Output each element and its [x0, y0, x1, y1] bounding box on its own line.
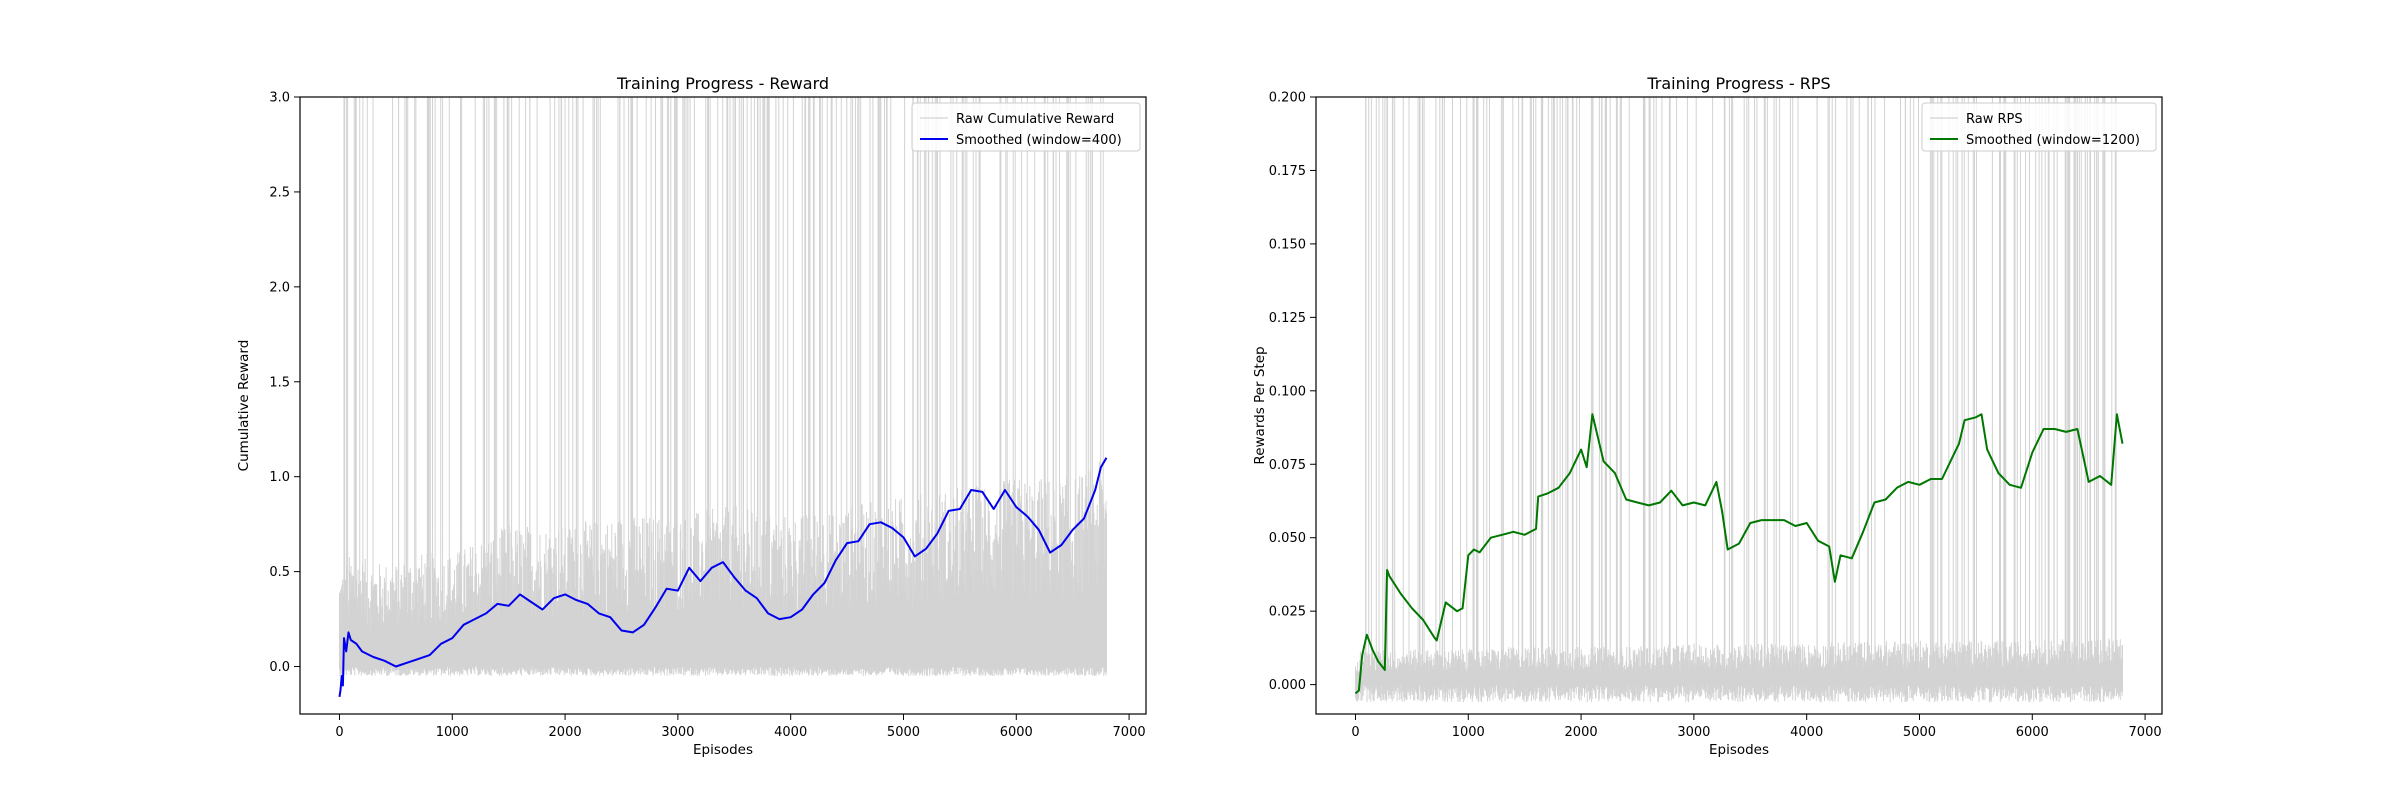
- rps-legend-box: [1921, 102, 2157, 152]
- reward-legend: Raw Cumulative Reward Smoothed (window=4…: [911, 102, 1141, 152]
- rps-x-tick-label: 3000: [1677, 725, 1710, 740]
- rps-y-tick-label: 0.100: [1269, 384, 1306, 399]
- reward-y-tick-label: 0.0: [269, 660, 290, 675]
- reward-x-tick-label: 6000: [1000, 725, 1033, 740]
- rps-y-tick-label: 0.050: [1269, 531, 1306, 546]
- rps-y-tick-label: 0.000: [1269, 678, 1306, 693]
- rps-y-tick-label: 0.200: [1269, 91, 1306, 106]
- rps-plot-frame: [1315, 96, 2163, 715]
- rps-x-tick-label: 0: [1351, 725, 1359, 740]
- reward-x-tick-label: 4000: [774, 725, 807, 740]
- reward-x-tick-label: 1000: [436, 725, 469, 740]
- legend-smoothed-reward-label: Smoothed (window=400): [956, 133, 1122, 148]
- rps-chart-title: Training Progress - RPS: [1646, 74, 1830, 93]
- rps-x-tick-label: 5000: [1903, 725, 1936, 740]
- reward-chart-title: Training Progress - Reward: [616, 74, 829, 93]
- rps-y-tick-label: 0.125: [1269, 311, 1306, 326]
- reward-y-tick-label: 2.0: [269, 280, 290, 295]
- reward-x-ticks: 0 1000 2000 3000 4000 5000 6000 7000: [335, 714, 1146, 740]
- reward-x-tick-label: 3000: [661, 725, 694, 740]
- reward-x-tick-label: 7000: [1113, 725, 1146, 740]
- rps-x-axis-label: Episodes: [1709, 742, 1769, 758]
- reward-x-tick-label: 5000: [887, 725, 920, 740]
- legend-smoothed-rps-label: Smoothed (window=1200): [1966, 133, 2140, 148]
- raw-rps-series: [1355, 97, 2123, 703]
- rps-legend: Raw RPS Smoothed (window=1200): [1921, 102, 2157, 152]
- rps-x-tick-label: 2000: [1565, 725, 1598, 740]
- rps-y-tick-label: 0.175: [1269, 164, 1306, 179]
- rps-y-tick-label: 0.075: [1269, 458, 1306, 473]
- reward-y-ticks: 0.0 0.5 1.0 1.5 2.0 2.5 3.0: [269, 91, 300, 675]
- rps-x-tick-label: 7000: [2129, 725, 2162, 740]
- raw-rps-line: [1355, 97, 2123, 703]
- reward-x-tick-label: 0: [335, 725, 343, 740]
- rps-y-axis-label: Rewards Per Step: [1252, 346, 1268, 464]
- reward-y-tick-label: 3.0: [269, 91, 290, 106]
- rps-y-ticks: 0.000 0.025 0.050 0.075 0.100 0.125 0.150 0.175…: [1269, 91, 1316, 693]
- raw-reward-line: [339, 97, 1107, 676]
- legend-raw-reward-label: Raw Cumulative Reward: [956, 112, 1114, 127]
- reward-y-tick-label: 1.0: [269, 470, 290, 485]
- smoothed-rps-line: [1354, 413, 2124, 695]
- rps-x-tick-label: 1000: [1452, 725, 1485, 740]
- reward-x-axis-label: Episodes: [693, 742, 753, 758]
- smoothed-rps-series: [1354, 413, 2124, 695]
- raw-cumulative-reward-series: [339, 97, 1107, 676]
- rps-y-tick-label: 0.025: [1269, 605, 1306, 620]
- smoothed-reward-series: [338, 457, 1108, 698]
- legend-raw-rps-label: Raw RPS: [1966, 112, 2023, 127]
- reward-legend-box: [911, 102, 1141, 152]
- reward-y-tick-label: 2.5: [269, 185, 290, 200]
- reward-y-axis-label: Cumulative Reward: [236, 340, 252, 472]
- smoothed-reward-line: [338, 457, 1108, 698]
- rps-x-ticks: 0 1000 2000 3000 4000 5000 6000 7000: [1351, 714, 2162, 740]
- rps-x-tick-label: 4000: [1790, 725, 1823, 740]
- rps-y-tick-label: 0.150: [1269, 237, 1306, 252]
- reward-plot-frame: [299, 96, 1147, 715]
- reward-y-tick-label: 1.5: [269, 375, 290, 390]
- reward-chart-panel: Training Progress - Reward 0 1000 2000 3000…: [236, 74, 1147, 758]
- rps-x-tick-label: 6000: [2016, 725, 2049, 740]
- reward-y-tick-label: 0.5: [269, 565, 290, 580]
- reward-x-tick-label: 2000: [549, 725, 582, 740]
- rps-chart-panel: Training Progress - RPS 0 1000 2000 3000 400…: [1252, 74, 2163, 758]
